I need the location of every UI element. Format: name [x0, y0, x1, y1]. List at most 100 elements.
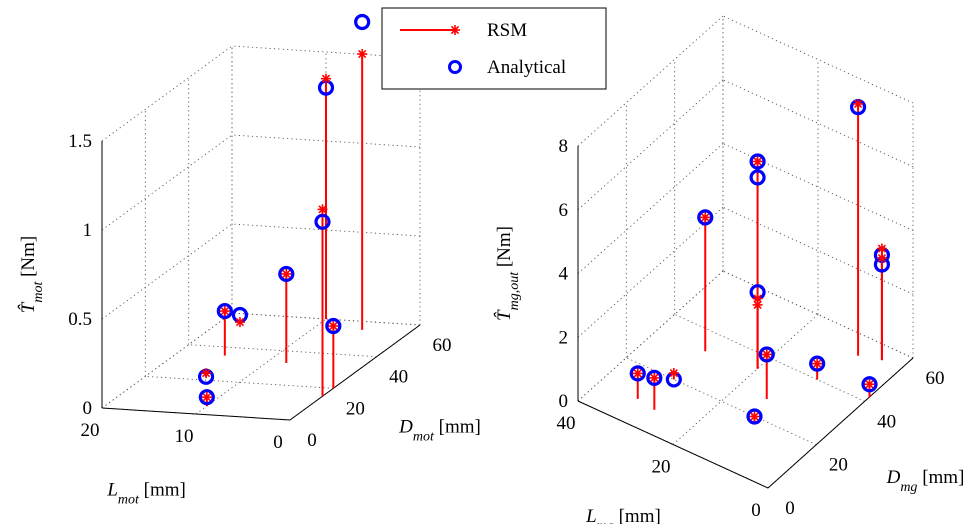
z-axis-label: T̂mg,out [Nm] [494, 226, 522, 321]
grid-line [577, 206, 724, 338]
grid-line [101, 45, 233, 142]
y-tick-label: 20 [346, 398, 365, 419]
rsm-point-stroke [220, 306, 229, 316]
x-tick-label: 20 [652, 457, 671, 478]
z-axis-label-symbol: T̂ [18, 301, 39, 313]
rsm-point [201, 368, 212, 379]
x-tick-label: 0 [273, 432, 283, 453]
rsm-point-stroke [282, 269, 291, 279]
analytical-point [809, 355, 826, 372]
rsm-point-stroke [853, 99, 863, 109]
x-axis-label-symbol: L [106, 479, 118, 500]
grid-line [188, 344, 377, 358]
analytical-point [216, 302, 233, 320]
rsm-point [281, 268, 292, 279]
legend: RSM Analytical [381, 7, 607, 90]
grid-line [101, 134, 233, 231]
grid-line [231, 134, 421, 148]
z-tick-label: 0 [83, 398, 93, 419]
rsm-point-stroke [753, 300, 762, 310]
rsm-point [700, 212, 711, 223]
rsm-point [864, 379, 875, 390]
analytical-point [354, 13, 371, 31]
z-tick-label: 8 [559, 136, 569, 157]
x-axis-label: Lmg [mm] [585, 506, 661, 524]
analytical-point [749, 169, 766, 186]
legend-rsm-marker [450, 25, 460, 35]
analytical-point [314, 213, 331, 230]
y-axis-label: Dmg [mm] [886, 467, 963, 495]
x-axis-label-unit: [mm] [614, 506, 661, 524]
rsm-point-stroke [877, 254, 887, 263]
grid-line [195, 318, 327, 415]
rsm-point-stroke [358, 49, 367, 59]
rsm-point-stroke [877, 244, 887, 253]
rsm-point [649, 372, 660, 383]
x-tick-label: 10 [175, 426, 194, 447]
rsm-point [853, 98, 864, 109]
rsm-point [749, 411, 760, 422]
y-tick-label: 40 [877, 411, 896, 432]
y-tick-label: 60 [433, 335, 452, 356]
z-tick-label: 6 [559, 200, 569, 221]
rsm-point-stroke [753, 157, 762, 166]
x-axis-label-subscript: mg [597, 519, 614, 524]
legend-analytical-marker [448, 60, 462, 74]
z-axis-label-subscript: mot [31, 281, 46, 303]
rsm-point-stroke [865, 380, 874, 389]
y-axis-label-symbol: D [398, 417, 413, 438]
y-axis-label: Dmot [mm] [398, 417, 481, 445]
rsm-point [876, 243, 887, 254]
rsm-point-stroke [318, 205, 327, 214]
y-tick-label: 40 [389, 367, 408, 388]
legend-box [381, 7, 607, 90]
z-tick-label: 2 [559, 327, 569, 348]
rsm-point [201, 392, 212, 403]
x-tick-label: 40 [557, 413, 576, 434]
x-tick-label: 20 [81, 420, 100, 441]
rsm-point [752, 156, 763, 167]
rsm-point [668, 368, 679, 379]
x-axis-line [577, 400, 769, 489]
analytical-point [697, 209, 714, 226]
legend-rsm-star-stroke [450, 25, 460, 35]
y-axis-line [767, 357, 914, 489]
z-axis-label-subscript: mg,out [507, 271, 522, 311]
rsm-point [632, 368, 643, 379]
rsm-point-stroke [329, 321, 338, 331]
grid-line [577, 79, 724, 211]
rsm-point-stroke [321, 74, 331, 83]
z-axis-label-unit: [Nm] [18, 236, 39, 282]
analytical-point [325, 317, 342, 335]
y-axis-label-unit: [mm] [434, 417, 481, 438]
x-axis-label: Lmot [mm] [106, 479, 186, 507]
grid-line [231, 312, 421, 326]
rsm-point-stroke [650, 373, 659, 382]
x-axis-line [101, 407, 291, 421]
grid-line [231, 223, 421, 237]
analytical-point [746, 408, 763, 425]
legend-rsm-label: RSM [487, 20, 527, 41]
rsm-point-stroke [235, 318, 245, 327]
z-axis-label-symbol: T̂ [494, 309, 515, 321]
rsm-point [317, 204, 328, 215]
z-axis-label-unit: [Nm] [494, 226, 515, 272]
rsm-point-stroke [753, 294, 762, 303]
y-axis-label-unit: [mm] [917, 467, 963, 488]
analytical-point [278, 265, 295, 283]
legend-analytical-label: Analytical [487, 57, 566, 78]
rsm-point [357, 49, 368, 60]
y-tick-label: 20 [829, 455, 848, 476]
rsm-point [812, 358, 823, 369]
grid-line [577, 143, 724, 274]
rsm-point [321, 73, 331, 84]
z-tick-label: 0.5 [68, 309, 92, 330]
rsm-point [752, 299, 763, 310]
analytical-point [861, 376, 878, 393]
y-axis-label-subscript: mg [900, 480, 917, 495]
analytical-point [629, 365, 646, 382]
right-3d-stem-chart: 02040020406002468Lmg [mm]Dmg [mm]T̂mg,ou… [494, 15, 963, 524]
x-axis-label-unit: [mm] [139, 479, 186, 500]
